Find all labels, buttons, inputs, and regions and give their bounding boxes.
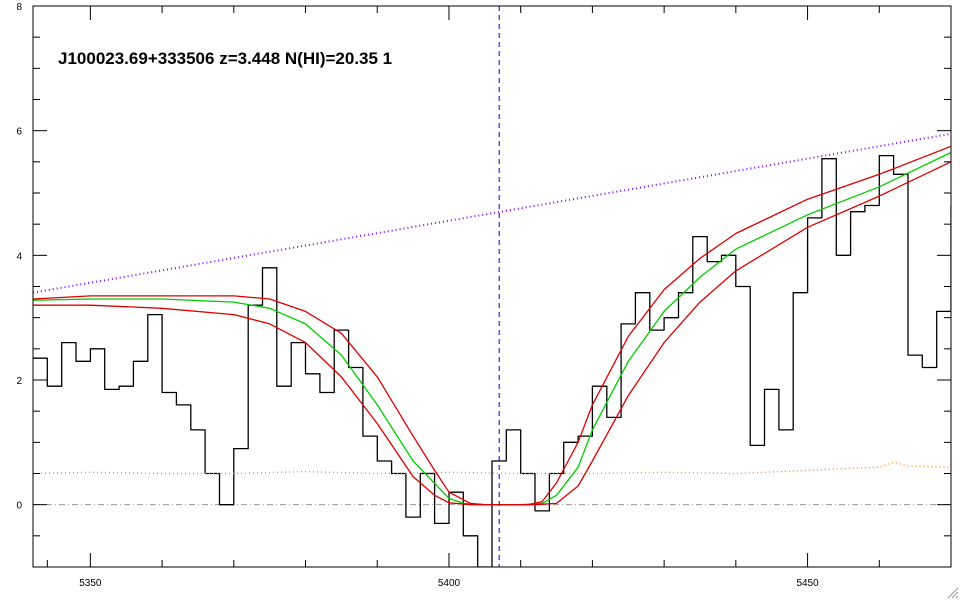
- x-tick-label: 5450: [796, 578, 819, 589]
- x-tick-label: 5350: [79, 578, 102, 589]
- y-tick-label: 8: [16, 2, 22, 13]
- resize-grip-icon[interactable]: [945, 585, 959, 599]
- y-tick-label: 6: [16, 127, 22, 138]
- y-tick-label: 0: [16, 501, 22, 512]
- y-tick-label: 2: [16, 376, 22, 387]
- chart-title: J100023.69+333506 z=3.448 N(HI)=20.35 1: [58, 49, 392, 68]
- x-tick-label: 5400: [438, 578, 461, 589]
- y-tick-label: 4: [16, 251, 22, 262]
